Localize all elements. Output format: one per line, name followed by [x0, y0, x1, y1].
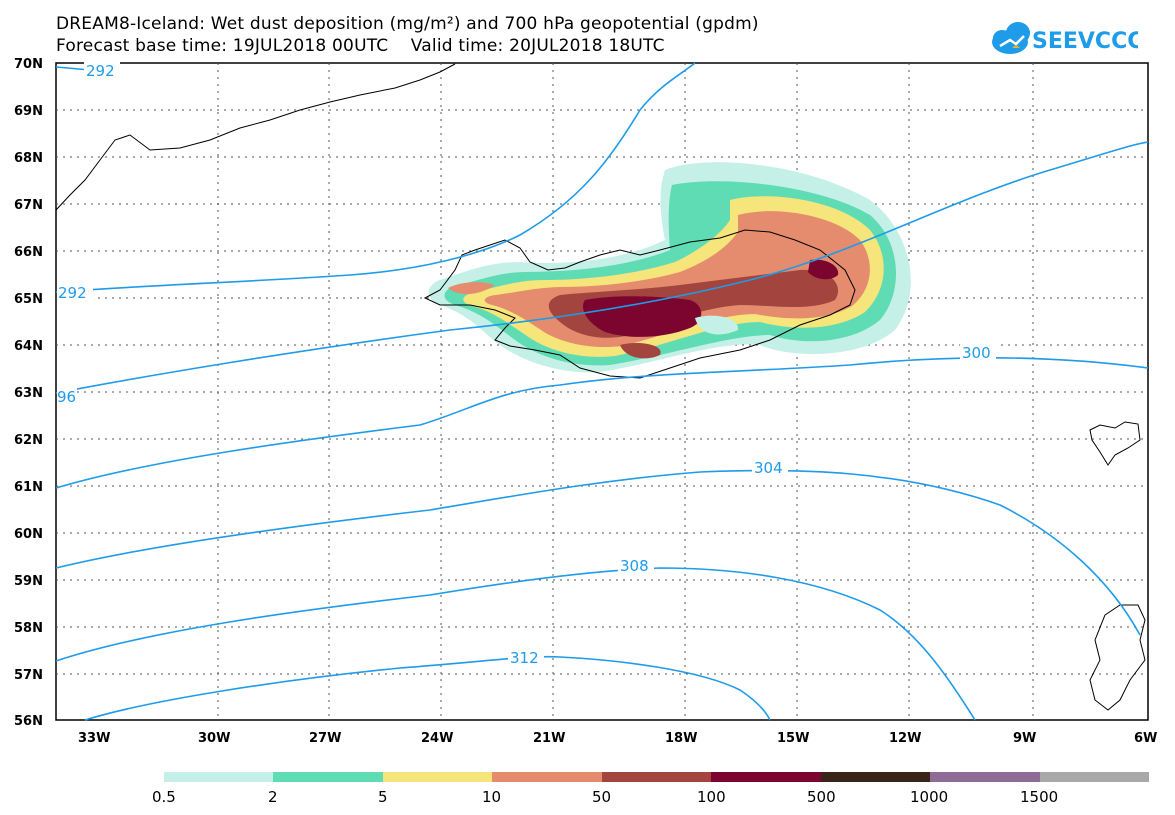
lat-label: 65N: [14, 292, 43, 307]
lon-label: 12W: [889, 731, 921, 746]
contour-label: 292: [86, 62, 115, 80]
lat-label: 61N: [14, 480, 43, 495]
lon-label: 33W: [78, 731, 110, 746]
legend-label: 2: [268, 788, 278, 806]
coastlines: [55, 63, 1146, 711]
lat-label: 58N: [14, 621, 43, 636]
map-title: DREAM8-Iceland: Wet dust deposition (mg/…: [56, 14, 759, 34]
legend-swatch: [602, 772, 711, 782]
lon-label: 6W: [1134, 731, 1157, 746]
contour-labels: 292 292 300 96 304 308 312: [57, 62, 996, 667]
legend-swatch: [821, 772, 930, 782]
contour-label: 308: [620, 557, 649, 575]
legend-label: 1000: [910, 788, 948, 806]
contour-label: 300: [962, 344, 991, 362]
legend-swatch: [1040, 772, 1149, 782]
lat-label: 59N: [14, 574, 43, 589]
legend-swatch: [164, 772, 273, 782]
legend-label: 100: [697, 788, 726, 806]
lon-label: 9W: [1013, 731, 1036, 746]
dust-deposition-field: [428, 162, 911, 373]
legend-swatch: [383, 772, 492, 782]
lon-label: 24W: [421, 731, 453, 746]
lat-label: 68N: [14, 151, 43, 166]
legend-label: 10: [482, 788, 501, 806]
lat-label: 60N: [14, 527, 43, 542]
lat-label: 66N: [14, 245, 43, 260]
lat-label: 63N: [14, 386, 43, 401]
lon-label: 15W: [777, 731, 809, 746]
latitude-labels: 70N 69N 68N 67N 66N 65N 64N 63N 62N 61N …: [14, 57, 43, 729]
contour-label: 292: [58, 284, 87, 302]
seevccc-logo: SEEVCCC: [992, 22, 1138, 54]
lat-label: 67N: [14, 198, 43, 213]
iceland-coast: [423, 229, 856, 379]
lon-label: 18W: [665, 731, 697, 746]
contour-label: 312: [510, 649, 539, 667]
longitude-labels: 33W 30W 27W 24W 21W 18W 15W 12W 9W 6W: [78, 731, 1157, 746]
lat-label: 64N: [14, 339, 43, 354]
legend-label: 1500: [1020, 788, 1058, 806]
legend-label: 50: [592, 788, 611, 806]
legend-label: 0.5: [152, 788, 176, 806]
lat-label: 69N: [14, 104, 43, 119]
lat-label: 57N: [14, 668, 43, 683]
graticule: [56, 63, 1148, 720]
geopotential-contours: [55, 62, 1149, 721]
faroe-islands: [1089, 421, 1141, 466]
contour-label: 96: [57, 388, 76, 406]
lat-label: 56N: [14, 714, 43, 729]
logo-text: SEEVCCC: [1032, 29, 1138, 54]
lon-label: 21W: [533, 731, 565, 746]
lat-label: 70N: [14, 57, 43, 72]
lon-label: 27W: [309, 731, 341, 746]
scotland-coast: [1089, 604, 1146, 711]
legend-label: 500: [807, 788, 836, 806]
legend-label: 5: [378, 788, 388, 806]
lon-label: 30W: [198, 731, 230, 746]
legend-swatch: [492, 772, 602, 782]
legend-swatch: [930, 772, 1040, 782]
contour-label: 304: [754, 459, 783, 477]
legend-swatch: [711, 772, 821, 782]
cloud-icon: [992, 22, 1030, 54]
legend-swatch: [273, 772, 383, 782]
greenland-coast: [55, 63, 456, 211]
lat-label: 62N: [14, 433, 43, 448]
color-legend: 0.5 2 5 10 50 100 500 1000 1500: [152, 772, 1149, 806]
map-subtitle: Forecast base time: 19JUL2018 00UTC Vali…: [56, 36, 665, 56]
